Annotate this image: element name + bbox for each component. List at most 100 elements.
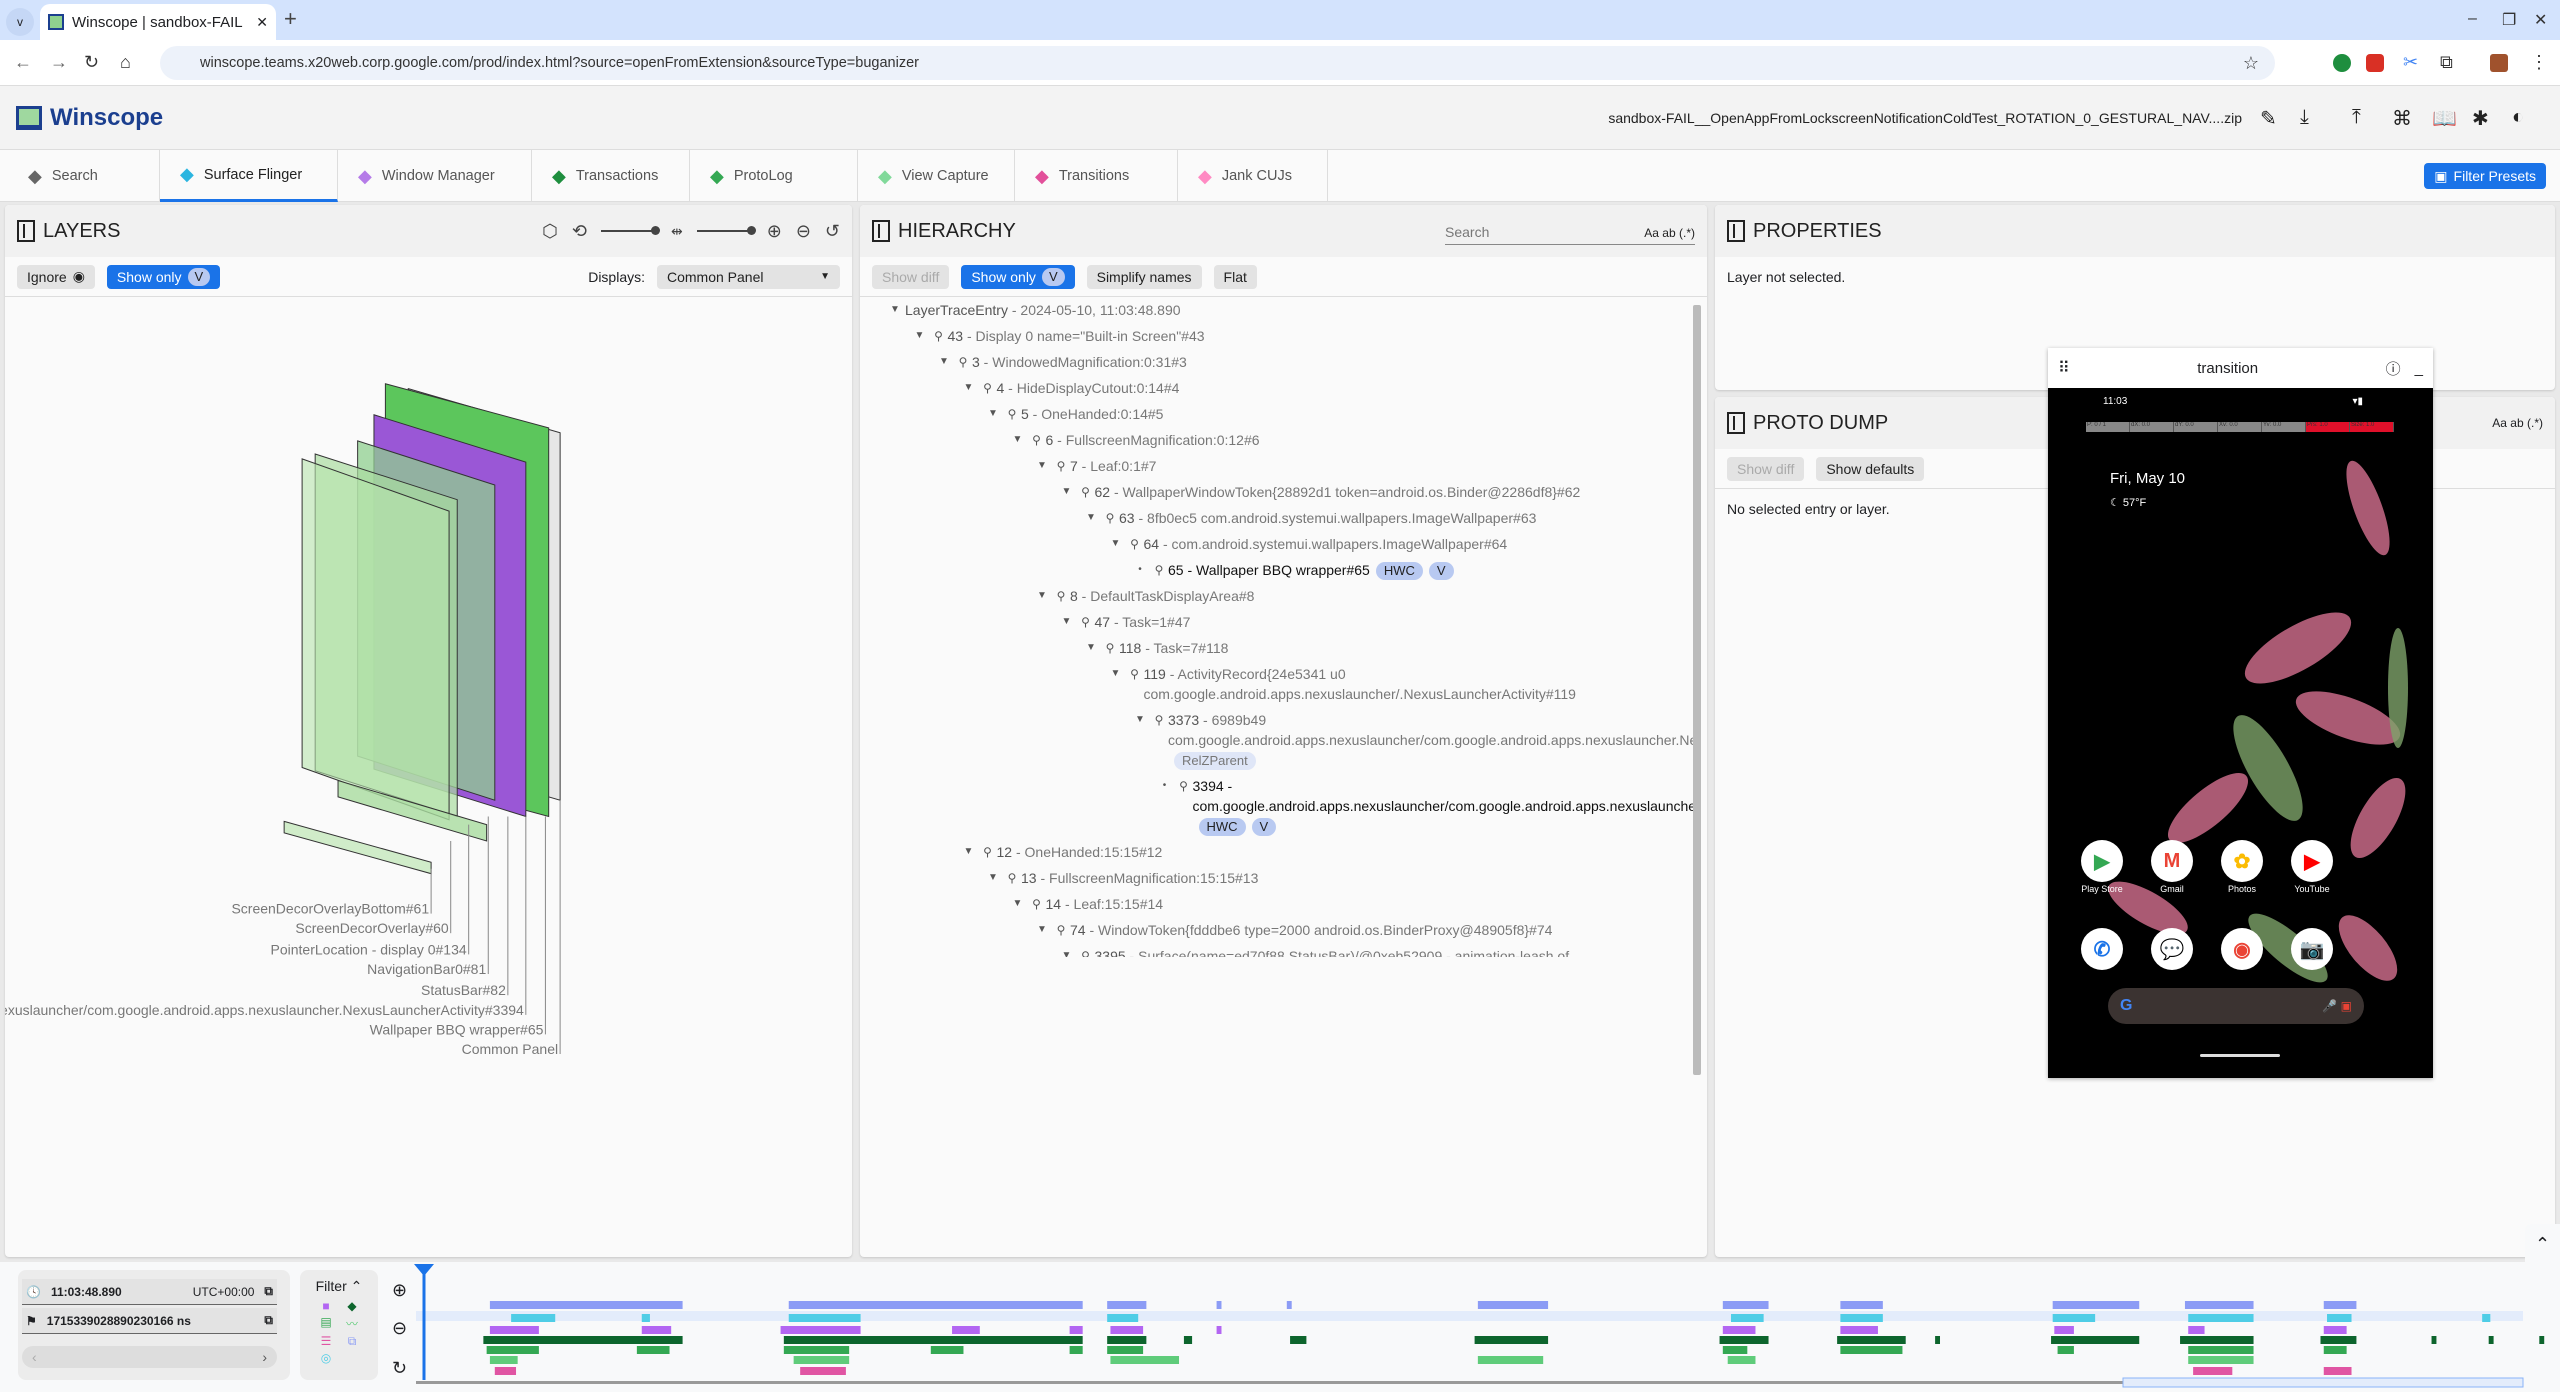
reset-view-history-icon[interactable]: ↺ [824, 220, 840, 241]
tab-view-capture[interactable]: ◆ View Capture [858, 150, 1015, 202]
layer-label[interactable]: PointerLocation - display 0#134 [271, 941, 467, 957]
expand-toggle-icon[interactable]: ▼ [1086, 642, 1096, 653]
dock-app-icon[interactable]: 💬 [2151, 928, 2193, 972]
timeline-entry-bar[interactable] [1286, 1301, 1292, 1309]
copy-icon[interactable]: ⧉ [264, 1284, 273, 1298]
expand-toggle-icon[interactable]: ▼ [1037, 924, 1047, 935]
timeline-entry-bar[interactable] [636, 1346, 670, 1354]
timeline-entry-bar[interactable] [489, 1326, 539, 1334]
timeline-entry-bar[interactable] [2323, 1346, 2347, 1354]
layer-rect-screen-decor-overlay[interactable] [337, 779, 488, 842]
app-icon-play-store[interactable]: ▶ Play Store [2081, 840, 2123, 894]
tab-list-button[interactable]: v [6, 8, 34, 36]
tree-node[interactable]: ▼ ⚲ 43 - Display 0 name="Built-in Screen"#… [870, 323, 1695, 349]
timeline-entry-bar[interactable] [2431, 1336, 2437, 1344]
timeline-entry-bar[interactable] [2052, 1314, 2096, 1322]
expand-toggle-icon[interactable]: ▼ [1110, 668, 1121, 679]
timeline-entry-bar[interactable] [1935, 1336, 1941, 1344]
pin-icon[interactable]: ⚲ [1081, 949, 1090, 957]
next-entry-icon[interactable]: › [262, 1349, 267, 1365]
expand-toggle-icon[interactable]: ▼ [1061, 616, 1072, 627]
timeline-entry-bar[interactable] [2323, 1301, 2357, 1309]
tab-search[interactable]: ◆ Search [8, 150, 160, 202]
filter-presets-button[interactable]: ▣ Filter Presets [2424, 163, 2546, 189]
collapse-panel-icon[interactable] [17, 220, 35, 242]
expand-toggle-icon[interactable]: ▼ [939, 356, 949, 367]
ignore-button[interactable]: Ignore ◉ [17, 264, 95, 289]
timeline-entry-bar[interactable] [1840, 1326, 1878, 1334]
tree-node[interactable]: ▼ ⚲ 74 - WindowToken{fdddbe6 type=2000 and… [870, 917, 1695, 943]
bookmark-star-icon[interactable]: ☆ [2242, 52, 2259, 73]
pin-icon[interactable]: ⚲ [1007, 407, 1017, 421]
simplify-names-button[interactable]: Simplify names [1086, 264, 1202, 289]
timeline-entry-bar[interactable] [1107, 1301, 1147, 1309]
timeline-entry-bar[interactable] [2539, 1336, 2545, 1344]
trace-filter-icon[interactable]: ◎ [320, 1351, 332, 1365]
search-options[interactable]: Aa ab (.*) [1644, 226, 1695, 240]
timeline-entry-bar[interactable] [1840, 1314, 1883, 1322]
pin-icon[interactable]: ⚲ [1154, 563, 1164, 577]
info-icon[interactable]: ⓘ [2385, 360, 2401, 378]
tree-node[interactable]: ▼ ⚲ 7 - Leaf:0:1#7 [870, 453, 1695, 479]
prev-entry-icon[interactable]: ‹ [32, 1349, 37, 1365]
pin-icon[interactable]: ⚲ [1179, 779, 1188, 793]
hierarchy-scrollbar[interactable] [1693, 305, 1701, 1075]
tree-node[interactable]: ▼ ⚲ 3 - WindowedMagnification:0:31#3 [870, 349, 1695, 375]
timeline-entry-bar[interactable] [494, 1367, 517, 1375]
timeline-entry-bar[interactable] [780, 1326, 861, 1334]
tree-node[interactable]: ▼ ⚲ 8 - DefaultTaskDisplayArea#8 [870, 583, 1695, 609]
show-only-button[interactable]: Show only V [106, 264, 221, 289]
timeline-entry-bar[interactable] [800, 1367, 846, 1375]
timeline-entry-bar[interactable] [2188, 1326, 2205, 1334]
app-icon-youtube[interactable]: ▶ YouTube [2291, 840, 2333, 894]
timeline-entry-bar[interactable] [2323, 1367, 2352, 1375]
timeline-entry-bar[interactable] [1069, 1326, 1083, 1334]
timeline-entry-bar[interactable] [793, 1356, 850, 1364]
pin-icon[interactable]: ⚲ [1056, 459, 1066, 473]
tree-node[interactable]: ▼ ⚲ 63 - 8fb0ec5 com.android.systemui.wall… [870, 505, 1695, 531]
time-field[interactable]: 🕓 11:03:48.890 UTC+00:00 ⧉ [22, 1279, 277, 1305]
hierarchy-search-input[interactable]: Search Aa ab (.*) [1445, 217, 1695, 245]
ns-field[interactable]: ⚑ 1715339028890230166 ns ⧉ [22, 1308, 277, 1334]
expand-toggle-icon[interactable]: ▼ [963, 382, 974, 393]
timeline-entry-bar[interactable] [483, 1336, 683, 1344]
pin-icon[interactable]: ⚲ [1105, 641, 1115, 655]
pin-icon[interactable]: ⚲ [983, 845, 992, 859]
url-bar[interactable]: winscope.teams.x20web.corp.google.com/pr… [160, 46, 2275, 80]
timeline-entry-bar[interactable] [641, 1314, 650, 1322]
pin-icon[interactable]: ⚲ [1130, 537, 1139, 551]
timeline-entry-bar[interactable] [952, 1326, 980, 1334]
layer-rect-pointer-location[interactable] [301, 458, 450, 821]
forward-icon[interactable]: → [50, 52, 68, 72]
timeline-entry-bar[interactable] [1837, 1336, 1906, 1344]
timeline-entry-bar[interactable] [489, 1356, 518, 1364]
show-diff-button[interactable]: Show diff [872, 264, 950, 289]
timeline-entry-bar[interactable] [1110, 1326, 1144, 1334]
timeline-entry-bar[interactable] [2488, 1336, 2494, 1344]
pin-icon[interactable]: ⚲ [1032, 897, 1041, 911]
shortcuts-command-icon[interactable]: ⌘ [2392, 108, 2412, 130]
tree-node[interactable]: ▼ ⚲ 64 - com.android.systemui.wallpapers.I… [870, 531, 1695, 557]
timeline-entry-bar[interactable] [1474, 1336, 1549, 1344]
zoom-in-icon[interactable]: ⊕ [766, 220, 782, 241]
scissors-extension-icon[interactable]: ✂ [2403, 52, 2419, 72]
show-defaults-button[interactable]: Show defaults [1816, 456, 1925, 481]
pin-icon[interactable]: ⚲ [1154, 713, 1164, 727]
tab-surface-flinger[interactable]: ◆ Surface Flinger [160, 150, 338, 202]
expand-toggle-icon[interactable]: ▼ [1012, 434, 1023, 445]
timeline-entry-bar[interactable] [2188, 1346, 2254, 1354]
copy-icon[interactable]: ⧉ [264, 1313, 273, 1327]
timeline-entry-bar[interactable] [1477, 1356, 1544, 1364]
tree-node[interactable]: ▼ ⚲ 3373 - 6989b49 com.google.android.apps… [870, 707, 1695, 773]
expand-toggle-icon[interactable]: ▼ [1086, 512, 1096, 523]
tree-node[interactable]: • ⚲ 65 - Wallpaper BBQ wrapper#65 HWC V [870, 557, 1695, 583]
layer-label[interactable]: ScreenDecorOverlayBottom#61 [231, 901, 429, 917]
collapse-panel-icon[interactable] [872, 220, 890, 242]
expand-toggle-icon[interactable]: ▼ [914, 330, 925, 341]
expand-toggle-icon[interactable]: ▼ [1135, 714, 1145, 725]
tree-node[interactable]: ▼ ⚲ 13 - FullscreenMagnification:15:15#13 [870, 865, 1695, 891]
tree-node[interactable]: ▼ ⚲ 6 - FullscreenMagnification:0:12#6 [870, 427, 1695, 453]
gesture-nav-handle[interactable] [2200, 1054, 2280, 1057]
timeline-entry-bar[interactable] [2188, 1356, 2254, 1364]
extension-red-icon[interactable] [2366, 54, 2384, 72]
